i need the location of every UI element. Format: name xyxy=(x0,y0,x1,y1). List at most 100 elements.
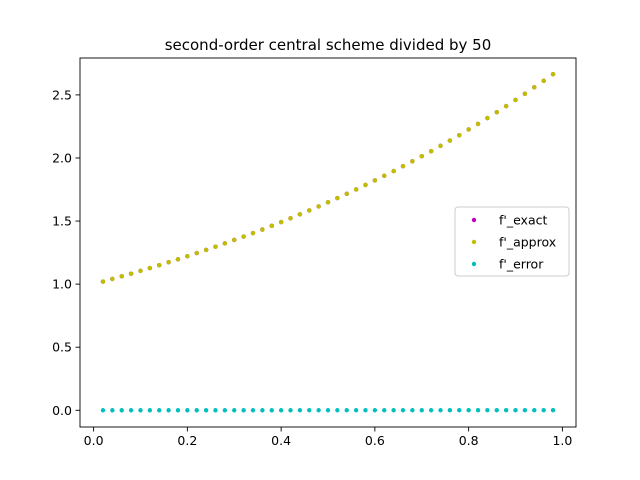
data-point xyxy=(232,237,237,243)
chart-title: second-order central scheme divided by 5… xyxy=(165,36,492,54)
data-point xyxy=(372,178,378,183)
data-point xyxy=(128,408,134,413)
data-point xyxy=(503,103,509,109)
data-point xyxy=(316,204,321,209)
x-tick-label: 0.2 xyxy=(177,433,197,448)
data-point xyxy=(475,121,481,127)
data-point xyxy=(138,408,143,413)
data-point xyxy=(194,250,199,256)
data-point xyxy=(307,208,312,213)
data-point xyxy=(157,408,162,413)
data-point xyxy=(147,408,153,413)
data-point xyxy=(213,408,218,413)
x-tick-label: 1.0 xyxy=(552,433,572,448)
data-point xyxy=(288,408,293,413)
data-point xyxy=(532,85,537,90)
data-point xyxy=(250,230,256,236)
x-tick-label: 0.0 xyxy=(84,433,104,448)
data-point xyxy=(457,132,462,138)
y-tick-label: 0.5 xyxy=(52,340,72,355)
legend-label: f'_exact xyxy=(499,213,547,228)
legend-box xyxy=(454,206,570,277)
data-point xyxy=(316,408,321,413)
data-point xyxy=(363,182,368,188)
data-point xyxy=(335,195,340,201)
data-point xyxy=(100,408,106,413)
legend-label: f'_error xyxy=(499,257,544,272)
data-point xyxy=(213,244,218,249)
data-point xyxy=(410,408,415,413)
data-point xyxy=(157,263,162,268)
data-point xyxy=(466,127,471,132)
data-point xyxy=(297,408,303,413)
data-point xyxy=(485,115,490,121)
data-point xyxy=(128,271,134,276)
data-point xyxy=(428,148,434,154)
series-2 xyxy=(100,408,556,413)
data-point xyxy=(391,168,396,174)
data-point xyxy=(260,227,265,232)
legend: f'_exact f'_approx f'_error xyxy=(454,206,570,277)
data-point xyxy=(269,408,274,413)
data-point xyxy=(513,408,518,413)
data-point xyxy=(522,408,528,413)
data-point xyxy=(222,408,228,413)
data-point xyxy=(185,254,190,259)
data-point xyxy=(466,408,471,413)
data-point xyxy=(400,408,406,413)
data-point xyxy=(250,408,256,413)
data-point xyxy=(400,163,406,169)
data-point xyxy=(100,279,106,284)
data-point xyxy=(447,138,453,143)
data-point xyxy=(494,109,499,115)
data-point xyxy=(438,143,443,149)
data-point xyxy=(344,408,349,413)
legend-label: f'_approx xyxy=(499,235,556,250)
data-point xyxy=(410,159,415,164)
data-point xyxy=(550,72,556,77)
data-point xyxy=(110,276,115,282)
data-point xyxy=(325,408,331,413)
data-point xyxy=(138,268,143,274)
legend-marker xyxy=(471,239,477,245)
data-point xyxy=(278,219,284,225)
data-point xyxy=(457,408,462,413)
data-point xyxy=(503,408,509,413)
data-point xyxy=(166,408,171,413)
data-point xyxy=(203,408,209,413)
data-point xyxy=(532,408,537,413)
x-tick-label: 0.6 xyxy=(365,433,385,448)
data-point xyxy=(344,191,349,196)
data-point xyxy=(175,257,181,262)
data-point xyxy=(325,200,331,205)
data-point xyxy=(222,241,228,246)
data-point xyxy=(353,408,359,413)
data-point xyxy=(522,91,528,96)
data-point xyxy=(119,274,124,279)
data-point xyxy=(438,408,443,413)
y-tick-label: 1.5 xyxy=(52,214,72,229)
data-point xyxy=(372,408,378,413)
data-point xyxy=(485,408,490,413)
legend-marker xyxy=(471,217,477,223)
data-point xyxy=(391,408,396,413)
data-point xyxy=(147,265,153,271)
data-point xyxy=(232,408,237,413)
data-point xyxy=(353,187,359,192)
data-point xyxy=(297,212,303,217)
plot-area: 0.0 0.2 0.4 0.6 0.8 1.0 0.0 0.5 1.0 1.5 2.0 2.5 xyxy=(52,57,577,448)
data-point xyxy=(550,408,556,413)
data-point xyxy=(475,408,481,413)
data-point xyxy=(541,408,546,413)
data-point xyxy=(307,408,312,413)
data-point xyxy=(194,408,199,413)
y-tick-label: 0.0 xyxy=(52,403,72,418)
series-1 xyxy=(100,72,556,284)
y-tick-label: 1.0 xyxy=(52,277,72,292)
data-point xyxy=(382,408,387,413)
data-point xyxy=(119,408,124,413)
axes-frame xyxy=(79,57,577,428)
data-point xyxy=(419,154,424,159)
y-tick-label: 2.0 xyxy=(52,150,72,165)
